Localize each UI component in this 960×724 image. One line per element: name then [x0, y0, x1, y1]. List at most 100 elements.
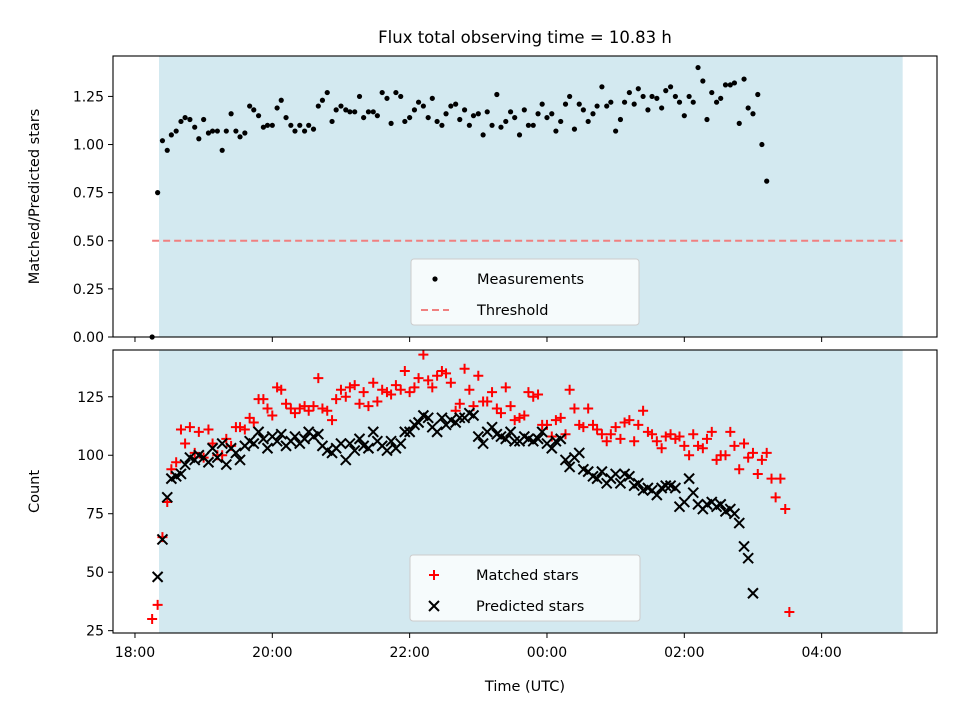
- measurement-point: [242, 130, 248, 136]
- matched-star-point: [725, 426, 736, 437]
- measurement-point: [681, 113, 687, 119]
- measurement-point: [755, 91, 761, 98]
- measurement-point: [457, 116, 463, 123]
- x-tick-label: 22:00: [389, 645, 429, 661]
- predicted-star-point: [632, 477, 645, 490]
- measurement-point: [453, 101, 459, 107]
- matched-star-point: [743, 452, 754, 463]
- predicted-star-point: [669, 482, 682, 494]
- measurement-point: [420, 103, 426, 109]
- matched-star-point: [583, 403, 594, 414]
- measurement-point: [621, 99, 628, 105]
- predicted-star-point: [399, 426, 411, 438]
- matched-star-point: [633, 419, 644, 430]
- measurement-point: [219, 147, 225, 153]
- matched-star-point: [610, 422, 621, 433]
- matched-star-point: [180, 438, 191, 449]
- measurement-point: [503, 118, 509, 125]
- measurement-point: [319, 97, 326, 103]
- matched-star-point: [276, 384, 287, 395]
- axes-frame: [112, 55, 938, 338]
- matched-star-point: [267, 410, 278, 421]
- matched-star-point: [701, 433, 712, 444]
- measurement-point: [480, 132, 486, 138]
- predicted-star-point: [252, 426, 265, 438]
- matched-star-point: [331, 394, 342, 405]
- matched-star-point: [734, 464, 745, 475]
- predicted-star-point: [623, 470, 636, 483]
- measurement-point: [352, 109, 358, 115]
- predicted-star-point: [271, 435, 283, 447]
- y-tick-label: 0.25: [73, 282, 104, 298]
- predicted-star-point: [554, 433, 567, 445]
- measurement-point: [654, 95, 660, 101]
- measurement-point: [384, 95, 390, 101]
- matched-star-point: [409, 382, 420, 393]
- matched-star-point: [327, 415, 338, 426]
- predicted-star-point: [298, 433, 311, 445]
- predicted-star-point: [216, 437, 228, 450]
- predicted-star-point: [728, 508, 741, 520]
- measurement-point: [626, 89, 632, 96]
- matched-star-point: [248, 417, 259, 428]
- predicted-star-point: [559, 454, 572, 466]
- predicted-star-point: [431, 426, 443, 438]
- measurement-point: [329, 118, 335, 125]
- measurement-point: [709, 89, 715, 96]
- matched-star-point: [171, 457, 182, 468]
- matched-star-point: [358, 387, 369, 398]
- matched-star-point: [651, 436, 662, 447]
- predicted-star-point: [477, 437, 489, 450]
- measurement-point: [498, 124, 504, 130]
- predicted-star-point: [532, 433, 544, 445]
- matched-star-point: [505, 401, 516, 412]
- measurement-point: [164, 147, 170, 153]
- measurement-point: [223, 128, 229, 134]
- measurement-point: [247, 103, 253, 109]
- matched-star-point: [601, 436, 612, 447]
- matched-star-point: [372, 396, 383, 407]
- measurement-point: [489, 122, 495, 128]
- measurement-point: [741, 76, 747, 82]
- measurement-point: [594, 103, 600, 109]
- matched-star-point: [193, 426, 204, 437]
- matched-star-point: [679, 440, 690, 451]
- predicted-star-point: [275, 428, 287, 440]
- predicted-star-point: [504, 426, 517, 438]
- measurement-point: [727, 82, 733, 88]
- predicted-star-point: [353, 433, 366, 445]
- measurement-point: [667, 84, 674, 90]
- matched-star-point: [152, 599, 163, 610]
- measurement-point: [288, 122, 294, 128]
- measurement-point: [214, 128, 220, 134]
- measurement-point: [370, 109, 376, 115]
- predicted-star-point: [340, 454, 352, 466]
- measurement-point: [443, 111, 449, 117]
- measurement-point: [192, 124, 198, 130]
- measurement-point: [525, 122, 532, 128]
- matched-star-point: [720, 450, 731, 461]
- matched-star-point: [432, 370, 443, 381]
- matched-star-point: [262, 403, 273, 414]
- measurement-point: [576, 101, 582, 107]
- matched-star-point: [340, 391, 351, 402]
- x-tick-label: 18:00: [115, 645, 155, 661]
- matched-star-point: [313, 373, 324, 384]
- legend-box: [410, 258, 640, 326]
- measurement-point: [168, 132, 174, 138]
- measurement-point: [544, 114, 550, 121]
- predicted-star-point: [609, 468, 622, 480]
- measurement-point: [535, 111, 541, 117]
- measurement-point: [604, 103, 610, 109]
- measurement-point: [338, 103, 344, 109]
- measurement-point: [264, 122, 271, 128]
- measurement-point: [283, 114, 289, 121]
- predicted-star-point: [467, 409, 480, 422]
- predicted-star-point: [220, 458, 233, 471]
- matched-star-point: [335, 384, 346, 395]
- measurement-point: [562, 101, 569, 107]
- measurement-point: [635, 86, 641, 92]
- measurement-point: [310, 126, 317, 132]
- matched-star-point: [399, 366, 410, 377]
- predicted-star-point: [257, 433, 270, 445]
